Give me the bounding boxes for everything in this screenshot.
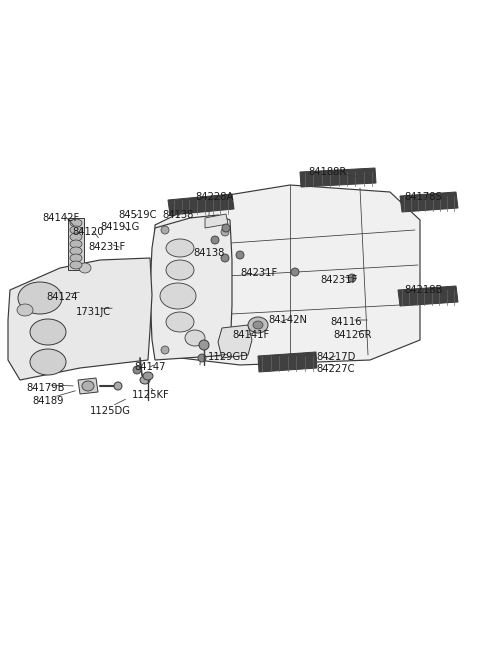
Ellipse shape [166,312,194,332]
Polygon shape [78,378,98,394]
Polygon shape [258,352,317,372]
Text: 84218B: 84218B [404,285,443,295]
Ellipse shape [143,372,153,380]
Polygon shape [150,185,420,365]
Text: 84138: 84138 [162,210,193,220]
Ellipse shape [222,224,230,232]
Ellipse shape [185,330,205,346]
Ellipse shape [236,251,244,259]
Text: 84217D: 84217D [316,352,355,362]
Ellipse shape [221,228,229,236]
Text: 84231F: 84231F [88,242,125,252]
Ellipse shape [70,240,82,248]
Text: 1731JC: 1731JC [76,307,111,317]
Ellipse shape [18,282,62,314]
Ellipse shape [79,263,91,273]
Ellipse shape [291,268,299,276]
Ellipse shape [70,233,82,241]
Polygon shape [168,194,234,215]
Ellipse shape [166,260,194,280]
Ellipse shape [82,381,94,391]
Text: 84126R: 84126R [333,330,372,340]
Text: 84116: 84116 [330,317,361,327]
Text: 84227C: 84227C [316,364,355,374]
Ellipse shape [248,317,268,333]
Polygon shape [300,168,376,187]
Text: 84189: 84189 [32,396,63,406]
Text: 84228A: 84228A [195,192,233,202]
Text: 84142F: 84142F [42,213,79,223]
Text: 84120: 84120 [72,227,104,237]
Text: 84178S: 84178S [404,192,442,202]
Polygon shape [68,218,84,270]
Text: 84138: 84138 [193,248,224,258]
Ellipse shape [114,382,122,390]
Ellipse shape [140,376,150,384]
Ellipse shape [199,340,209,350]
Ellipse shape [17,304,33,316]
Text: 84179B: 84179B [26,383,64,393]
Ellipse shape [161,346,169,354]
Ellipse shape [348,274,356,282]
Text: 84188R: 84188R [308,167,346,177]
Ellipse shape [160,283,196,309]
Text: 1129GD: 1129GD [208,352,249,362]
Ellipse shape [133,366,141,374]
Ellipse shape [166,239,194,257]
Text: 84141F: 84141F [232,330,269,340]
Text: 84191G: 84191G [100,222,139,232]
Ellipse shape [70,247,82,255]
Text: 84147: 84147 [134,362,166,372]
Text: 84231F: 84231F [240,268,277,278]
Polygon shape [400,192,458,212]
Ellipse shape [198,354,206,362]
Ellipse shape [70,261,82,269]
Ellipse shape [70,226,82,234]
Ellipse shape [30,349,66,375]
Ellipse shape [70,254,82,262]
Ellipse shape [211,236,219,244]
Polygon shape [150,215,232,360]
Ellipse shape [221,254,229,262]
Text: 84124: 84124 [46,292,77,302]
Text: 1125KF: 1125KF [132,390,170,400]
Ellipse shape [30,319,66,345]
Text: 84142N: 84142N [268,315,307,325]
Text: 1125DG: 1125DG [90,406,131,416]
Ellipse shape [70,219,82,227]
Polygon shape [8,258,152,380]
Ellipse shape [253,321,263,329]
Polygon shape [218,325,252,358]
Polygon shape [398,286,458,306]
Ellipse shape [161,226,169,234]
Polygon shape [205,214,228,228]
Text: 84231F: 84231F [320,275,357,285]
Text: 84519C: 84519C [118,210,156,220]
